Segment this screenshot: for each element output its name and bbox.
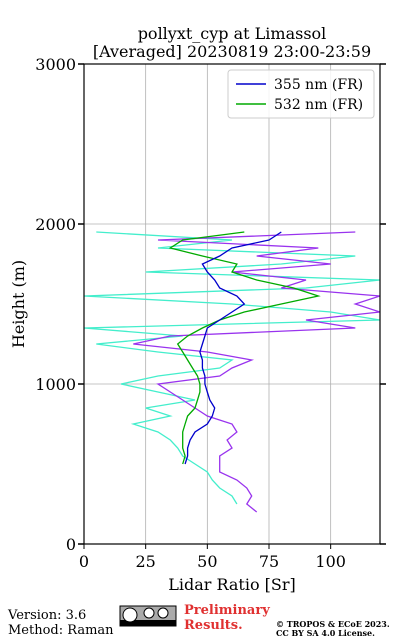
y-tick-label: 3000: [35, 55, 76, 74]
series-line: [168, 231, 321, 465]
y-tick-label: 0: [66, 535, 76, 554]
series-line: [133, 231, 380, 513]
y-tick-label: 1000: [35, 375, 76, 394]
legend: 355 nm (FR) 532 nm (FR): [227, 69, 375, 119]
x-tick-label: 75: [259, 552, 279, 571]
license: CC BY SA 4.0 License.: [276, 628, 375, 638]
plot-frame: [83, 63, 381, 545]
copyright: © TROPOS & ECoE 2023.: [276, 619, 390, 629]
version: Version: 3.6: [7, 608, 86, 623]
y-tick-label: 2000: [35, 215, 76, 234]
legend-box: [227, 69, 375, 119]
chart-subtitle: [Averaged] 20230819 23:00-23:59: [93, 42, 371, 61]
legend-label: 532 nm (FR): [274, 97, 363, 113]
x-tick-label: 100: [315, 552, 346, 571]
chart-title: pollyxt_cyp at Limassol: [138, 24, 327, 43]
legend-label: 355 nm (FR): [274, 77, 363, 93]
x-tick-label: 50: [197, 552, 217, 571]
plot-lines: [84, 231, 380, 513]
cc-logo: [119, 605, 177, 627]
y-axis-label: Height (m): [9, 260, 28, 348]
x-tick-label: 0: [79, 552, 89, 571]
results: Results.: [184, 618, 243, 633]
x-axis-label: Lidar Ratio [Sr]: [168, 575, 296, 594]
method: Method: Raman: [8, 623, 114, 638]
x-tick-label: 25: [135, 552, 155, 571]
preliminary: Preliminary: [184, 603, 270, 618]
series-line: [184, 231, 282, 465]
